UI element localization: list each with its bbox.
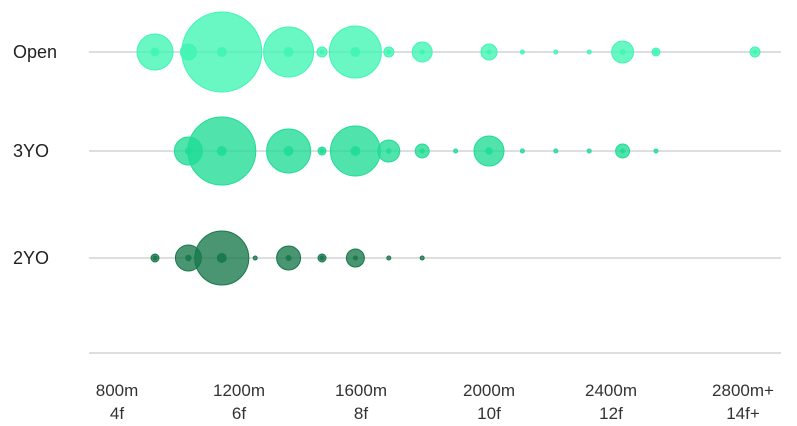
bubble-center-3yo-2000	[485, 147, 493, 155]
bubble-center-open-1200	[216, 47, 227, 57]
bubble-2yo-1800[interactable]	[419, 255, 425, 261]
bubble-center-open-1000	[150, 47, 160, 57]
bubble-center-open-2500	[653, 49, 659, 55]
series-3yo	[173, 116, 659, 186]
bubble-center-2yo-1600	[352, 255, 358, 261]
bubble-center-3yo-2400	[620, 148, 626, 154]
bubble-open-2200[interactable]	[553, 49, 559, 55]
tick-label-f-1600: 8f	[354, 404, 368, 423]
bubble-center-2yo-1500	[319, 255, 325, 261]
row-label-2yo: 2YO	[13, 248, 49, 268]
tick-label-f-1200: 6f	[232, 404, 246, 423]
bubble-open-2300[interactable]	[586, 49, 592, 55]
tick-label-f-800: 4f	[110, 404, 124, 423]
bubble-center-3yo-1500	[319, 148, 325, 154]
bubble-center-2yo-1200	[216, 253, 227, 263]
tick-label-f-2400: 12f	[599, 404, 623, 423]
tick-label-m-1200: 1200m	[213, 381, 265, 400]
bubble-3yo-2200[interactable]	[553, 148, 559, 154]
bubble-center-open-2000	[486, 49, 492, 55]
tick-label-m-2000: 2000m	[463, 381, 515, 400]
bubble-open-2100[interactable]	[519, 49, 525, 55]
row-label-open: Open	[13, 42, 57, 62]
bubble-center-3yo-1600	[350, 146, 361, 156]
bubble-3yo-2300[interactable]	[586, 148, 592, 154]
bubble-center-open-2400	[619, 49, 626, 55]
bubble-center-open-1700	[386, 49, 392, 55]
tick-label-m-2400: 2400m	[585, 381, 637, 400]
tick-label-m-1600: 1600m	[335, 381, 387, 400]
bubble-center-open-2800	[752, 49, 758, 55]
tick-label-f-2000: 10f	[477, 404, 501, 423]
bubble-center-open-1800	[419, 49, 425, 55]
bubble-center-2yo-1000	[152, 255, 158, 261]
row-label-3yo: 3YO	[13, 141, 49, 161]
bubble-center-2yo-1100	[185, 254, 192, 262]
x-axis-ticks: 800m 4f 1200m 6f 1600m 8f 2000m 10f 2400m 12f 2800…	[96, 381, 774, 423]
bubble-center-open-1600	[350, 47, 361, 57]
bubble-center-open-1500	[319, 49, 325, 55]
series-open	[136, 11, 761, 93]
bubble-center-3yo-1200	[216, 146, 227, 156]
bubble-center-open-1400	[283, 47, 294, 57]
bubble-center-3yo-1700	[386, 148, 392, 154]
tick-label-f-2800: 14f+	[726, 404, 760, 423]
bubble-center-2yo-1400	[285, 255, 292, 261]
bubble-center-3yo-1400	[283, 146, 294, 156]
bubble-2yo-1300[interactable]	[252, 255, 258, 261]
bubble-3yo-1900[interactable]	[453, 148, 459, 154]
bubble-3yo-2500[interactable]	[653, 148, 659, 154]
bubble-3yo-2100[interactable]	[519, 148, 525, 154]
bubble-2yo-1700[interactable]	[386, 255, 392, 261]
series-2yo	[150, 230, 425, 286]
bubble-center-3yo-1800	[419, 148, 425, 154]
tick-label-m-800: 800m	[96, 381, 139, 400]
bubbles-layer	[136, 11, 761, 286]
tick-label-m-2800: 2800m+	[712, 381, 774, 400]
